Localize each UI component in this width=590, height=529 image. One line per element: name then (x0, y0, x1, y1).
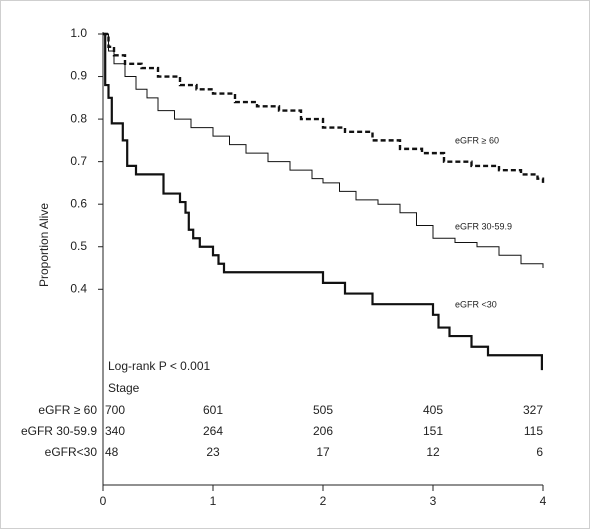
risk-count: 151 (423, 424, 443, 438)
risk-row-label: eGFR 30-59.9 (21, 424, 97, 438)
risk-count: 6 (536, 445, 543, 459)
x-tick-label: 2 (320, 494, 327, 508)
risk-count: 206 (313, 424, 333, 438)
risk-count: 48 (105, 445, 119, 459)
risk-count: 700 (105, 403, 125, 417)
y-tick-label: 1.0 (70, 26, 87, 40)
risk-count: 340 (105, 424, 125, 438)
risk-table-title: Stage (108, 381, 140, 395)
risk-count: 601 (203, 403, 223, 417)
x-tick-label: 4 (540, 494, 547, 508)
y-axis-label: Proportion Alive (37, 203, 51, 287)
annotation: Log-rank P < 0.001 (108, 359, 211, 373)
survival-curve (103, 33, 544, 269)
y-tick-label: 0.4 (70, 281, 87, 295)
risk-row-label: eGFR ≥ 60 (38, 403, 97, 417)
curve-label: eGFR <30 (455, 299, 497, 309)
curve-label: eGFR 30-59.9 (455, 221, 512, 231)
y-tick-label: 0.8 (70, 111, 87, 125)
curve-label: eGFR ≥ 60 (455, 135, 499, 145)
risk-count: 17 (316, 445, 330, 459)
y-tick-label: 0.5 (70, 239, 87, 253)
y-tick-label: 0.7 (70, 154, 87, 168)
risk-count: 405 (423, 403, 443, 417)
risk-count: 505 (313, 403, 333, 417)
risk-count: 327 (523, 403, 543, 417)
x-tick-label: 1 (210, 494, 217, 508)
risk-count: 23 (206, 445, 220, 459)
x-tick-label: 0 (100, 494, 107, 508)
x-tick-label: 3 (430, 494, 437, 508)
risk-row-label: eGFR<30 (45, 445, 98, 459)
risk-count: 264 (203, 424, 223, 438)
risk-count: 115 (524, 424, 543, 438)
survival-curve (103, 32, 545, 183)
y-tick-label: 0.6 (70, 196, 87, 210)
y-tick-label: 0.9 (70, 69, 87, 83)
risk-count: 12 (426, 445, 440, 459)
survival-curve (103, 32, 543, 371)
